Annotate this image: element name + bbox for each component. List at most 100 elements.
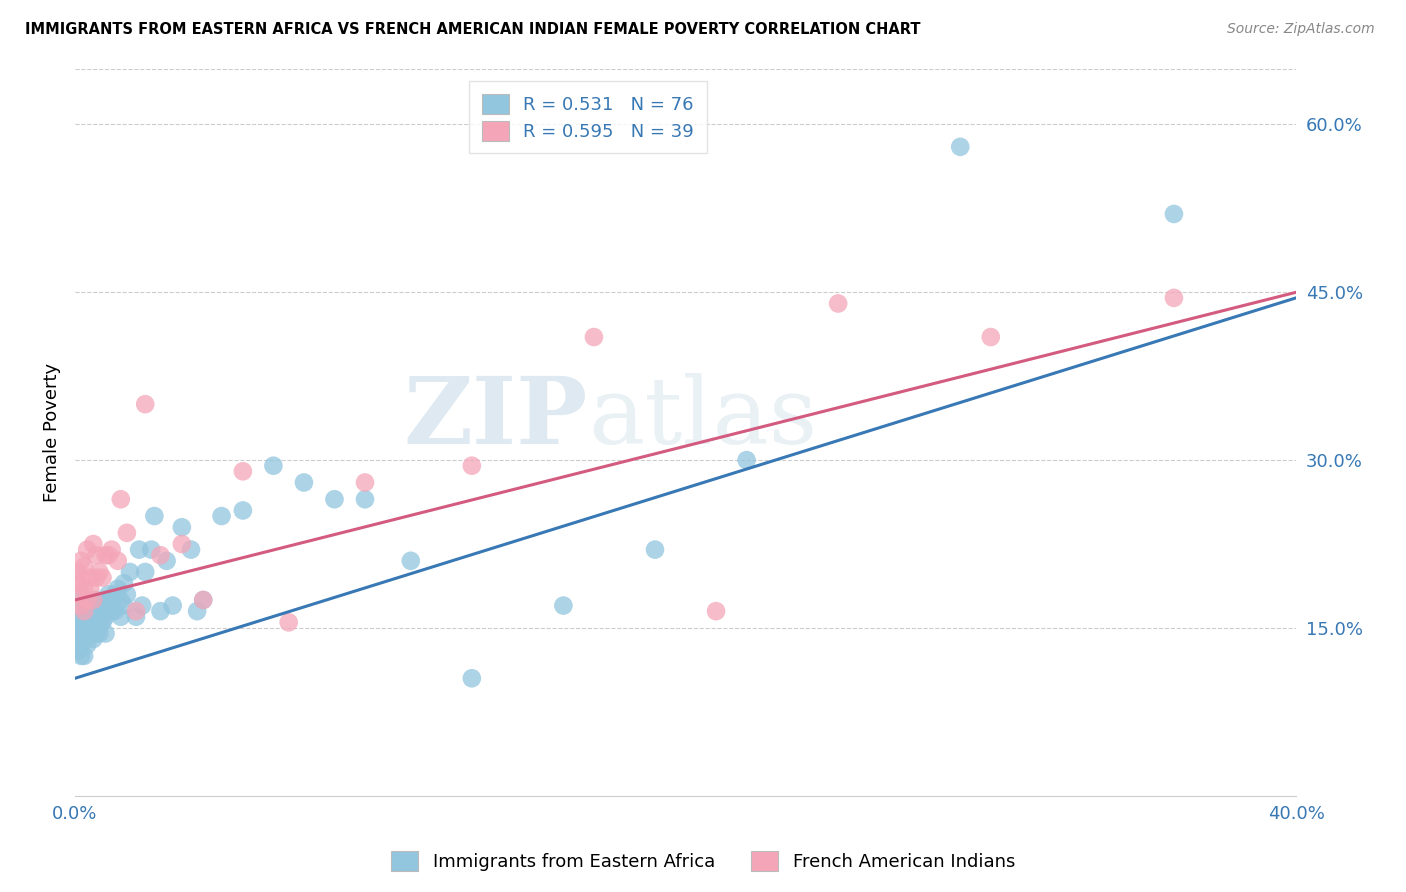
Point (76, 638, 98, 652)
Point (91, 571, 114, 585)
Legend: R = 0.531   N = 76, R = 0.595   N = 39: R = 0.531 N = 76, R = 0.595 N = 39 (470, 81, 707, 153)
Point (73, 648, 96, 663)
Point (70, 621, 93, 635)
Point (112, 599, 135, 613)
Point (827, 296, 849, 310)
Legend: Immigrants from Eastern Africa, French American Indians: Immigrants from Eastern Africa, French A… (384, 844, 1022, 879)
Point (162, 599, 184, 613)
Point (86, 609, 108, 624)
Point (79, 615, 101, 630)
Point (70, 554, 93, 568)
Point (79, 571, 101, 585)
Point (76, 609, 98, 624)
Point (186, 604, 208, 618)
Point (89, 565, 111, 579)
Point (86, 548, 108, 562)
Point (89, 626, 111, 640)
Point (149, 604, 172, 618)
Point (73, 582, 96, 596)
Point (180, 542, 202, 557)
Point (131, 599, 153, 613)
Point (461, 458, 484, 473)
Point (107, 554, 129, 568)
Point (323, 492, 346, 507)
Point (73, 626, 96, 640)
Point (110, 609, 132, 624)
Point (644, 542, 666, 557)
Point (141, 542, 163, 557)
Point (553, 599, 575, 613)
Point (232, 464, 254, 478)
Point (82, 615, 104, 630)
Point (115, 587, 138, 601)
Point (292, 475, 315, 490)
Point (79, 626, 101, 640)
Point (262, 458, 284, 473)
Point (354, 492, 377, 507)
Point (76, 626, 98, 640)
Point (67, 643, 90, 657)
Point (107, 582, 129, 596)
Text: Source: ZipAtlas.com: Source: ZipAtlas.com (1227, 22, 1375, 37)
Point (193, 593, 215, 607)
Point (82, 593, 104, 607)
Point (82, 632, 104, 647)
Point (143, 509, 166, 524)
Point (125, 604, 148, 618)
Point (980, 330, 1002, 344)
Point (110, 593, 132, 607)
Y-axis label: Female Poverty: Female Poverty (44, 362, 60, 501)
Point (76, 593, 98, 607)
Point (67, 609, 90, 624)
Point (104, 604, 127, 618)
Point (79, 604, 101, 618)
Point (86, 593, 108, 607)
Point (582, 330, 605, 344)
Point (70, 571, 93, 585)
Point (115, 525, 138, 540)
Point (70, 599, 93, 613)
Point (91, 599, 114, 613)
Point (70, 638, 93, 652)
Point (100, 593, 122, 607)
Point (110, 492, 132, 507)
Point (73, 559, 96, 574)
Point (73, 599, 96, 613)
Point (354, 475, 377, 490)
Point (73, 604, 96, 618)
Point (67, 615, 90, 630)
Point (128, 542, 150, 557)
Point (76, 599, 98, 613)
Point (76, 542, 98, 557)
Point (193, 593, 215, 607)
Point (155, 554, 177, 568)
Point (73, 632, 96, 647)
Point (97, 604, 120, 618)
Point (399, 554, 422, 568)
Point (211, 509, 233, 524)
Text: atlas: atlas (588, 373, 817, 463)
Point (73, 615, 96, 630)
Point (86, 571, 108, 585)
Text: IMMIGRANTS FROM EASTERN AFRICA VS FRENCH AMERICAN INDIAN FEMALE POVERTY CORRELAT: IMMIGRANTS FROM EASTERN AFRICA VS FRENCH… (25, 22, 921, 37)
Point (94, 609, 117, 624)
Point (86, 626, 108, 640)
Point (149, 548, 172, 562)
Point (100, 542, 122, 557)
Point (170, 537, 193, 551)
Point (134, 397, 156, 411)
Point (97, 548, 120, 562)
Point (949, 140, 972, 154)
Point (97, 587, 120, 601)
Point (104, 587, 127, 601)
Point (94, 548, 117, 562)
Point (70, 587, 93, 601)
Point (461, 671, 484, 685)
Point (67, 626, 90, 640)
Point (1163, 207, 1185, 221)
Point (100, 604, 122, 618)
Point (118, 565, 141, 579)
Point (79, 582, 101, 596)
Text: ZIP: ZIP (404, 373, 588, 463)
Point (76, 621, 98, 635)
